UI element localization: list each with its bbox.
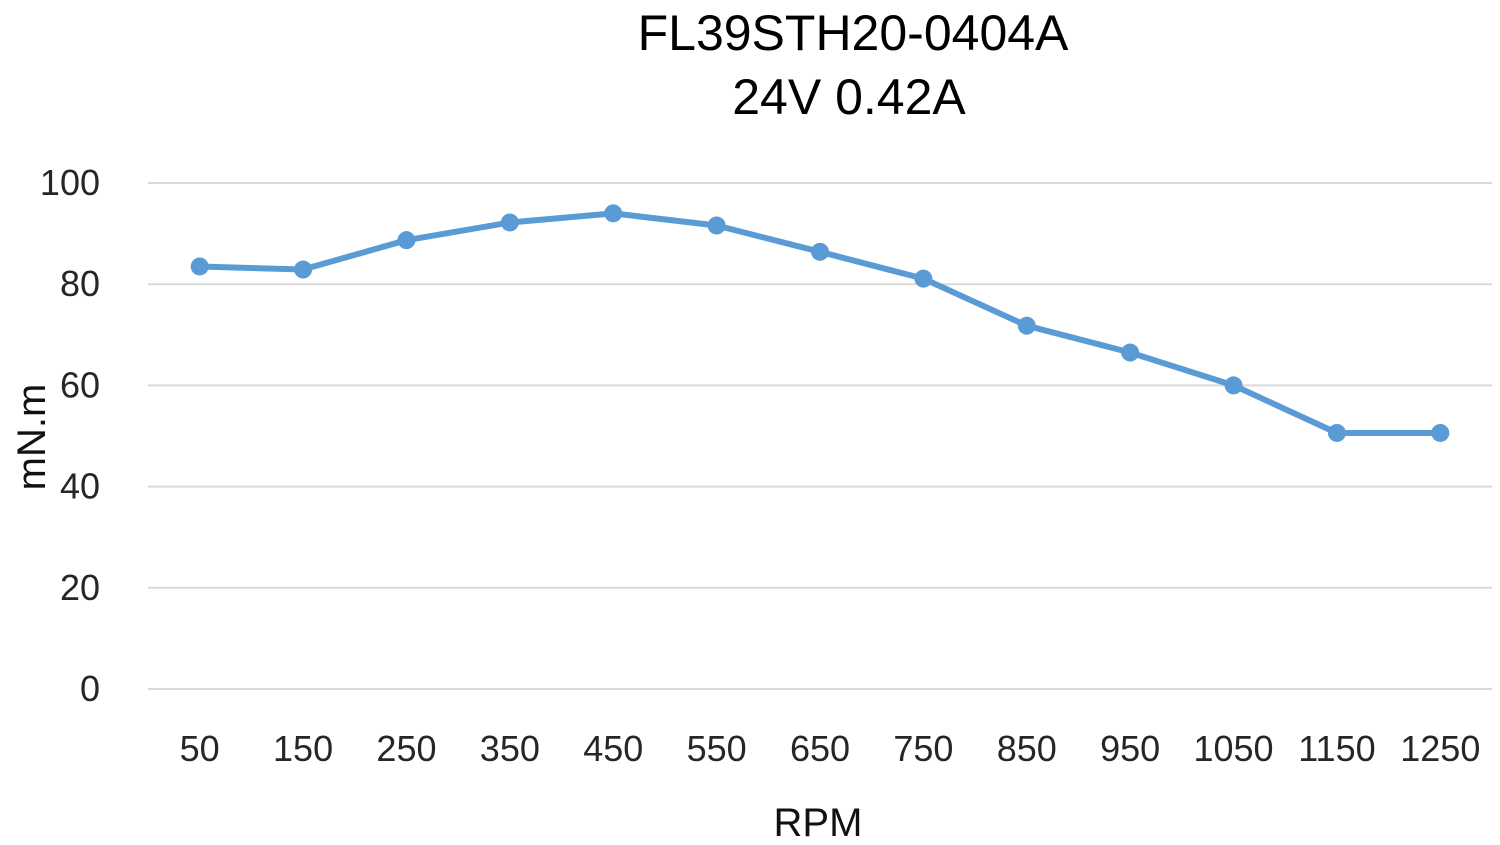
data-point bbox=[1224, 376, 1243, 395]
x-axis-ticks: 50 150 250 350 450 550 650 750 850 950 1050 1150 125… bbox=[180, 728, 1481, 769]
x-tick-label: 550 bbox=[687, 728, 747, 769]
x-axis-title: RPM bbox=[774, 801, 863, 845]
data-point bbox=[1327, 423, 1346, 442]
y-tick-label: 0 bbox=[80, 668, 100, 709]
data-point bbox=[397, 231, 416, 250]
y-axis-ticks: 0 20 40 60 80 100 bbox=[40, 162, 100, 709]
data-point bbox=[190, 257, 209, 276]
x-tick-label: 750 bbox=[893, 728, 953, 769]
x-tick-label: 950 bbox=[1100, 728, 1160, 769]
x-tick-label: 450 bbox=[583, 728, 643, 769]
x-tick-label: 650 bbox=[790, 728, 850, 769]
data-point bbox=[604, 204, 623, 223]
data-point bbox=[1017, 316, 1036, 335]
y-tick-label: 40 bbox=[60, 466, 100, 507]
data-point bbox=[500, 213, 519, 232]
x-tick-label: 1050 bbox=[1193, 728, 1273, 769]
data-point bbox=[811, 242, 829, 261]
data-point bbox=[1121, 343, 1140, 362]
y-tick-label: 20 bbox=[60, 567, 100, 608]
x-tick-label: 250 bbox=[376, 728, 436, 769]
data-point bbox=[294, 260, 313, 279]
y-tick-label: 60 bbox=[60, 364, 100, 405]
x-tick-label: 1150 bbox=[1298, 728, 1375, 769]
x-tick-label: 850 bbox=[997, 728, 1057, 769]
chart-title: FL39STH20-0404A bbox=[638, 5, 1069, 61]
data-point bbox=[1431, 423, 1450, 442]
x-tick-label: 350 bbox=[480, 728, 540, 769]
gridlines bbox=[148, 182, 1492, 690]
x-tick-label: 150 bbox=[273, 728, 333, 769]
data-point bbox=[914, 269, 933, 288]
x-tick-label: 1250 bbox=[1400, 728, 1480, 769]
y-axis-title: mN.m bbox=[10, 384, 54, 491]
data-point bbox=[707, 216, 726, 235]
x-tick-label: 50 bbox=[180, 728, 220, 769]
y-tick-label: 100 bbox=[40, 162, 100, 203]
chart-subtitle: 24V 0.42A bbox=[732, 69, 966, 125]
series-layer bbox=[190, 204, 1450, 442]
y-tick-label: 80 bbox=[60, 263, 100, 304]
